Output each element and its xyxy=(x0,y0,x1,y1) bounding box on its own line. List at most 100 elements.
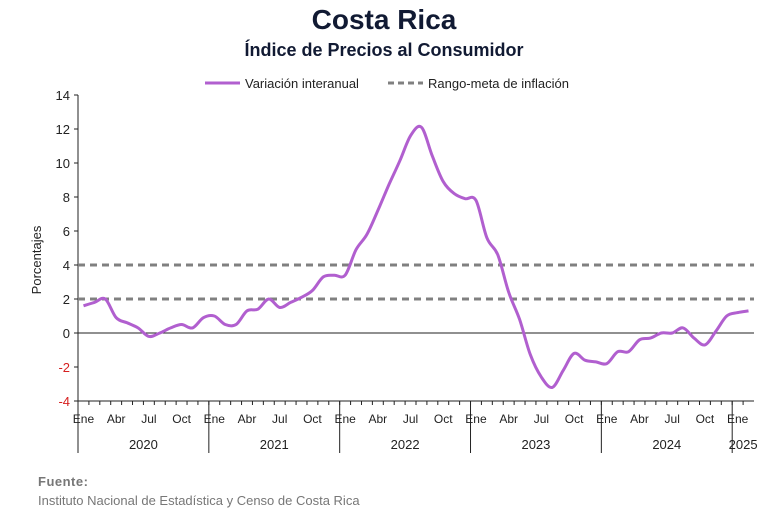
x-year-label: 2021 xyxy=(260,437,289,452)
y-tick-label: 0 xyxy=(63,326,70,341)
data-point xyxy=(246,310,248,312)
x-month-label: Ene xyxy=(204,412,226,426)
data-point xyxy=(366,233,368,235)
y-tick-label: -4 xyxy=(58,394,70,409)
data-point xyxy=(191,327,193,329)
data-point xyxy=(409,135,411,137)
data-point xyxy=(202,317,204,319)
x-month-label: Jul xyxy=(403,412,418,426)
y-tick-label: 14 xyxy=(56,88,70,103)
data-point xyxy=(507,291,509,293)
x-month-label: Abr xyxy=(499,412,518,426)
y-axis-label: Porcentajes xyxy=(29,225,44,294)
data-point xyxy=(540,376,542,378)
data-point xyxy=(693,337,695,339)
data-point xyxy=(224,323,226,325)
data-point xyxy=(431,155,433,157)
x-month-label: Ene xyxy=(465,412,487,426)
data-point xyxy=(289,301,291,303)
data-point xyxy=(235,323,237,325)
data-point xyxy=(617,351,619,353)
x-month-label: Abr xyxy=(107,412,126,426)
chart-title: Costa Rica xyxy=(311,4,457,35)
x-month-label: Ene xyxy=(596,412,618,426)
data-point xyxy=(126,322,128,324)
y-tick-label: 8 xyxy=(63,190,70,205)
data-point xyxy=(671,332,673,334)
data-point xyxy=(464,198,466,200)
data-point xyxy=(442,181,444,183)
data-point xyxy=(453,192,455,194)
data-point xyxy=(551,386,553,388)
x-month-label: Oct xyxy=(303,412,322,426)
data-point xyxy=(268,298,270,300)
data-point xyxy=(638,339,640,341)
legend: Variación interanual Rango-meta de infla… xyxy=(205,76,569,91)
data-point xyxy=(333,274,335,276)
x-year-label: 2023 xyxy=(521,437,550,452)
y-tick-label: 2 xyxy=(63,292,70,307)
data-point xyxy=(82,305,84,307)
data-point xyxy=(398,160,400,162)
y-tick-label: 10 xyxy=(56,156,70,171)
data-point xyxy=(627,351,629,353)
inflation-chart: Variación interanual Rango-meta de infla… xyxy=(29,76,758,453)
source-text: Instituto Nacional de Estadística y Cens… xyxy=(38,493,360,508)
data-point xyxy=(584,359,586,361)
x-year-label: 2022 xyxy=(391,437,420,452)
data-point xyxy=(344,274,346,276)
data-point xyxy=(682,327,684,329)
x-month-label: Ene xyxy=(727,412,749,426)
x-month-label: Oct xyxy=(696,412,715,426)
x-month-label: Oct xyxy=(434,412,453,426)
chart-subtitle: Índice de Precios al Consumidor xyxy=(244,40,524,60)
data-point xyxy=(529,354,531,356)
data-point xyxy=(606,362,608,364)
x-month-label: Abr xyxy=(368,412,387,426)
data-point xyxy=(420,126,422,128)
data-point xyxy=(595,361,597,363)
x-month-label: Jul xyxy=(534,412,549,426)
data-point xyxy=(475,199,477,201)
data-point xyxy=(213,315,215,317)
data-point xyxy=(115,317,117,319)
data-point xyxy=(377,209,379,211)
x-month-label: Oct xyxy=(565,412,584,426)
data-point xyxy=(257,308,259,310)
data-point xyxy=(300,296,302,298)
data-point xyxy=(736,311,738,313)
data-point xyxy=(660,332,662,334)
data-point xyxy=(169,327,171,329)
data-point xyxy=(562,369,564,371)
data-point xyxy=(573,352,575,354)
source-label: Fuente: xyxy=(38,474,89,489)
y-tick-label: 4 xyxy=(63,258,70,273)
legend-label-variacion: Variación interanual xyxy=(245,76,359,91)
data-point xyxy=(180,323,182,325)
x-month-label: Oct xyxy=(172,412,191,426)
series-line-variacion-interanual xyxy=(83,124,749,389)
x-year-label: 2020 xyxy=(129,437,158,452)
data-point xyxy=(137,327,139,329)
x-month-label: Abr xyxy=(630,412,649,426)
data-point xyxy=(311,289,313,291)
data-point xyxy=(704,344,706,346)
data-point xyxy=(279,306,281,308)
x-month-label: Jul xyxy=(665,412,680,426)
x-month-label: Abr xyxy=(238,412,257,426)
y-tick-label: -2 xyxy=(58,360,70,375)
y-tick-label: 12 xyxy=(56,122,70,137)
data-point xyxy=(715,330,717,332)
legend-label-rango-meta: Rango-meta de inflación xyxy=(428,76,569,91)
data-point xyxy=(747,310,749,312)
data-point xyxy=(649,337,651,339)
data-point xyxy=(486,237,488,239)
x-month-label: Jul xyxy=(141,412,156,426)
data-point xyxy=(104,298,106,300)
x-month-label: Ene xyxy=(334,412,356,426)
x-month-label: Ene xyxy=(73,412,95,426)
data-point xyxy=(518,318,520,320)
data-point xyxy=(159,332,161,334)
data-point xyxy=(355,249,357,251)
data-point xyxy=(322,276,324,278)
